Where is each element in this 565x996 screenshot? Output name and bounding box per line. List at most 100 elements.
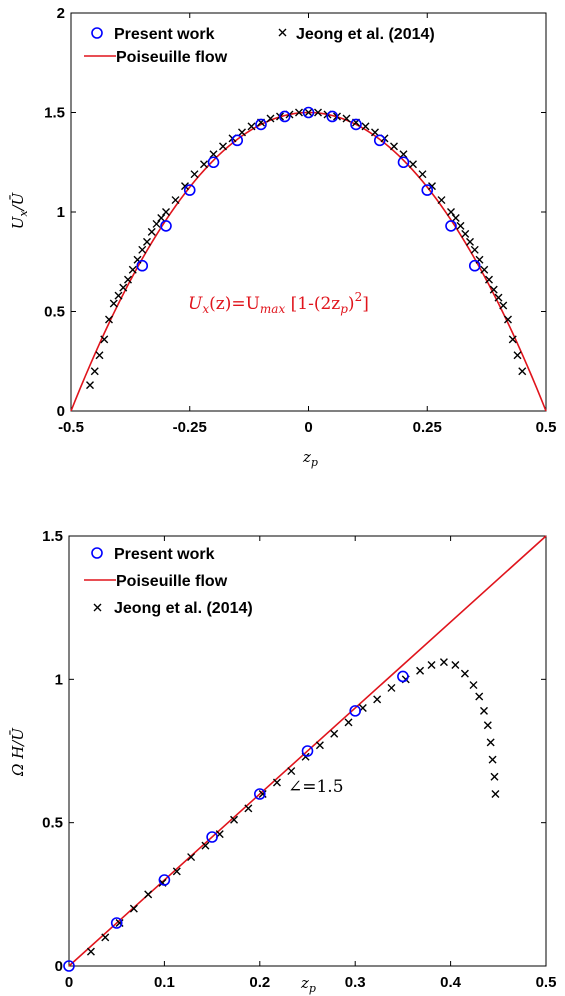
jeong-point <box>490 772 499 781</box>
jeong-point <box>90 367 99 376</box>
x-tick-label: 0.25 <box>413 419 442 436</box>
present-point <box>255 118 267 131</box>
jeong-point <box>101 933 110 942</box>
jeong-point <box>451 661 460 669</box>
y-axis-label: Ux/Ū <box>9 191 30 229</box>
jeong-point <box>162 208 170 216</box>
x-tick-label: -0.25 <box>173 419 207 436</box>
x-axis-label: zp <box>300 974 316 995</box>
y-tick-labels: 0 0.5 1 1.5 <box>42 528 63 975</box>
formula-x-sub: x <box>202 302 209 316</box>
jeong-point <box>387 683 396 692</box>
jeong-point <box>518 367 527 376</box>
jeong-point <box>466 237 474 246</box>
jeong-point <box>428 182 436 191</box>
jeong-point <box>109 299 118 308</box>
jeong-point <box>152 219 161 228</box>
jeong-point <box>488 755 497 764</box>
jeong-point <box>230 815 239 824</box>
jeong-point <box>209 150 218 159</box>
jeong-point <box>181 182 189 191</box>
jeong-point <box>100 335 109 344</box>
present-point <box>278 110 291 123</box>
legend-jeong-marker <box>93 603 102 612</box>
jeong-point <box>95 351 104 360</box>
jeong-point <box>171 196 180 205</box>
present-point <box>158 874 171 886</box>
present-point <box>397 156 410 169</box>
x-tick-label: 0.5 <box>536 419 557 436</box>
present-point <box>160 220 172 232</box>
jeong-point <box>439 658 448 667</box>
present-point <box>445 220 457 232</box>
y-axis-label-rest: /Ū <box>9 191 27 212</box>
jeong-point <box>483 721 492 730</box>
jeong-point <box>244 804 253 813</box>
jeong-point <box>147 227 156 236</box>
legend-present-marker <box>91 547 103 559</box>
plot-frame <box>68 535 547 967</box>
x-tick-labels: 0 0.1 0.2 0.3 0.4 0.5 <box>65 974 557 991</box>
jeong-point <box>508 335 517 344</box>
jeong-point <box>494 293 503 302</box>
jeong-point <box>86 947 95 956</box>
jeong-point <box>330 729 339 738</box>
jeong-point <box>172 867 181 876</box>
legend-present-marker <box>91 27 103 39</box>
jeong-point <box>480 265 489 274</box>
legend-jeong-marker <box>278 28 287 37</box>
x-axis-label-sub: p <box>311 456 318 469</box>
legend-present-label: Present work <box>114 546 215 563</box>
jeong-point <box>437 196 446 205</box>
jeong-point <box>485 275 493 284</box>
jeong-point <box>200 160 208 169</box>
x-axis-label-sub: p <box>309 982 316 995</box>
present-point <box>253 788 266 800</box>
x-axis-label: zp <box>302 448 318 469</box>
jeong-point <box>314 108 322 117</box>
jeong-point <box>489 285 498 294</box>
jeong-point <box>247 122 256 131</box>
jeong-point <box>128 265 137 274</box>
legend-present-label: Present work <box>114 26 215 43</box>
velocity-profile-chart: -0.5 -0.25 0 0.25 0.5 0 0.5 1 1.5 2 Present work… <box>9 5 557 469</box>
jeong-point <box>418 170 427 179</box>
jeong-point <box>238 128 246 137</box>
x-tick-label: 0 <box>65 974 73 991</box>
formula-paren-close: ) <box>348 294 355 314</box>
jeong-point <box>479 706 488 715</box>
jeong-point <box>361 122 370 131</box>
present-point <box>63 960 75 972</box>
angle-annotation: ∠=1.5 <box>288 777 344 797</box>
x-tick-label: 0.4 <box>440 974 462 991</box>
present-point <box>350 118 362 131</box>
x-axis-label-base: z <box>300 974 309 992</box>
present-point <box>136 259 149 272</box>
jeong-point <box>201 841 210 850</box>
jeong-point <box>499 301 508 310</box>
legend-poiseuille-label: Poiseuille flow <box>116 573 228 590</box>
y-tick-label: 2 <box>57 5 65 22</box>
y-axis-label: Ω H/Ū <box>9 727 27 777</box>
x-tick-label: 0.3 <box>345 974 366 991</box>
jeong-point <box>390 142 398 151</box>
present-point <box>110 917 123 929</box>
jeong-point <box>266 114 275 123</box>
legend-jeong-label: Jeong et al. (2014) <box>296 26 435 43</box>
jeong-point <box>416 666 425 675</box>
formula-exponent: 2 <box>355 290 363 304</box>
y-tick-label: 0 <box>55 958 63 975</box>
formula-max-sub: max <box>260 302 286 316</box>
jeong-point <box>219 142 227 151</box>
y-tick-label: 0.5 <box>42 815 63 832</box>
jeong-point <box>187 853 196 862</box>
jeong-point <box>190 170 199 179</box>
jeong-point <box>157 213 166 222</box>
jeong-point <box>138 245 147 254</box>
present-point <box>207 156 220 169</box>
present-point <box>373 134 386 147</box>
present-point <box>349 705 362 717</box>
jeong-point <box>114 291 123 300</box>
jeong-point <box>371 128 379 137</box>
